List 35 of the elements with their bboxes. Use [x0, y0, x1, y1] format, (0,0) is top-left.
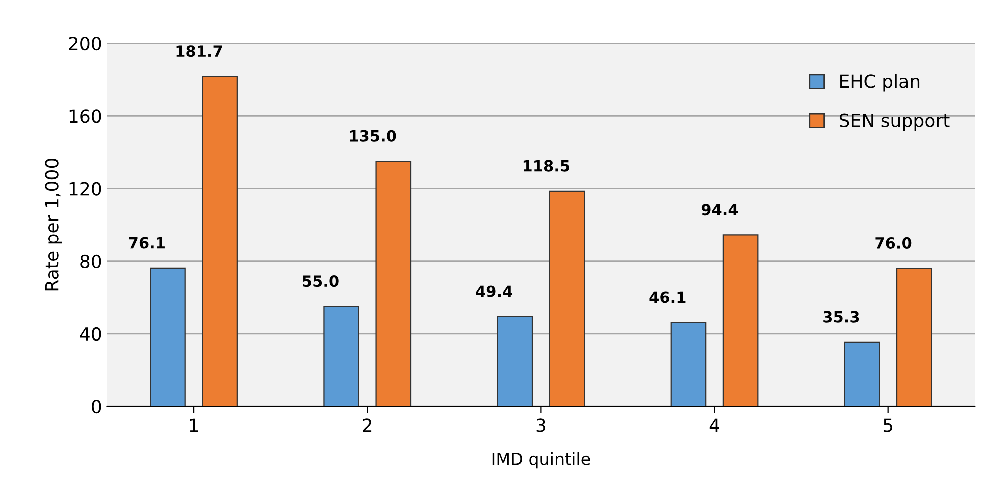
bar [150, 268, 186, 407]
data-label: 94.4 [702, 204, 738, 216]
x-axis-title: IMD quintile [492, 452, 590, 469]
bar [722, 234, 759, 407]
data-label: 46.1 [650, 292, 686, 304]
y-tick-label: 120 [70, 182, 102, 196]
legend-label: SEN support [840, 114, 950, 131]
data-label: 49.4 [476, 286, 512, 298]
y-tick-label: 40 [80, 327, 102, 342]
data-label: 76.1 [129, 237, 165, 249]
bar [202, 76, 238, 407]
bar [549, 190, 586, 407]
data-label: 135.0 [350, 130, 396, 142]
bar [324, 306, 360, 407]
data-label: 76.0 [876, 237, 912, 249]
y-axis-title: Rate per 1,000 [45, 158, 62, 291]
y-tick-label: 0 [92, 400, 102, 414]
bar [376, 160, 412, 407]
x-tick-label: 5 [884, 418, 893, 432]
data-label: 55.0 [303, 276, 339, 288]
data-label: 118.5 [524, 160, 570, 172]
bar [670, 322, 707, 407]
x-tick-label: 4 [710, 418, 720, 432]
y-tick-label: 160 [70, 110, 102, 124]
y-tick-label: 80 [80, 254, 102, 268]
data-label: 181.7 [176, 46, 222, 58]
data-label: 35.3 [824, 311, 860, 323]
bar [497, 316, 534, 407]
x-tick-label: 1 [190, 418, 198, 432]
y-tick-label: 200 [69, 37, 102, 51]
legend-label: EHC plan [840, 74, 920, 92]
x-tick-label: 3 [536, 418, 546, 432]
bar [896, 268, 932, 407]
x-tick-label: 2 [363, 418, 372, 432]
bar [844, 342, 880, 407]
